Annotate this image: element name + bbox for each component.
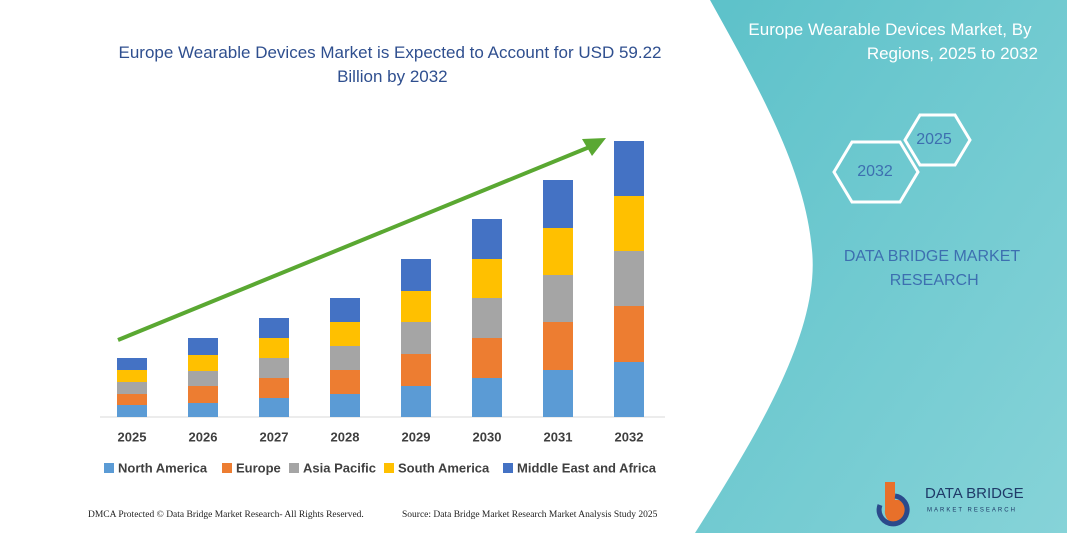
logo-mark: [884, 482, 909, 524]
logo-tagline: MARKET RESEARCH: [927, 508, 1017, 514]
bar-segment: [117, 382, 147, 394]
bar-segment: [117, 370, 147, 382]
legend-swatch: [384, 463, 394, 473]
legend-label: Asia Pacific: [303, 460, 376, 475]
bar-segment: [472, 378, 502, 417]
logo-name: DATA BRIDGE: [925, 485, 1024, 502]
hex-label: 2025: [916, 131, 952, 148]
bar-segment: [614, 141, 644, 196]
panel-title-line: Regions, 2025 to 2032: [862, 44, 1038, 63]
legend-label: Europe: [236, 460, 281, 475]
bar-segment: [543, 228, 573, 275]
footer-right: Source: Data Bridge Market Research Mark…: [402, 510, 658, 520]
bar-segment: [472, 219, 502, 259]
bar-segment: [259, 398, 289, 417]
bar-segment: [330, 322, 360, 346]
panel-title: Europe Wearable Devices Market, By Regio…: [748, 20, 1037, 63]
legend-label: Middle East and Africa: [517, 460, 657, 475]
bar-segment: [401, 322, 431, 354]
bar-segment: [401, 386, 431, 417]
title-line: Europe Wearable Devices Market is Expect…: [118, 43, 661, 62]
panel-title-line: Europe Wearable Devices Market, By: [748, 20, 1032, 39]
x-tick-label: 2026: [189, 429, 218, 444]
title-line: Billion by 2032: [332, 67, 447, 86]
bar-segment: [472, 259, 502, 298]
bar-segment: [401, 259, 431, 291]
x-tick-label: 2032: [615, 429, 644, 444]
bar-segment: [543, 180, 573, 228]
bar-segment: [117, 394, 147, 405]
bar-segment: [614, 306, 644, 362]
bar-segment: [543, 370, 573, 417]
bar-segment: [401, 291, 431, 322]
hexagon: [903, 113, 972, 167]
bar-segment: [330, 346, 360, 370]
bar-segment: [330, 298, 360, 322]
bar-segment: [259, 378, 289, 398]
bar-segment: [259, 318, 289, 338]
bar-segment: [188, 386, 218, 403]
bar-segment: [330, 394, 360, 417]
x-tick-label: 2029: [402, 429, 431, 444]
bar-segment: [117, 358, 147, 370]
hex-label: 2032: [857, 163, 893, 180]
x-tick-label: 2025: [118, 429, 147, 444]
hexagon: [832, 140, 920, 204]
bars: [117, 141, 644, 417]
bar-segment: [188, 403, 218, 417]
logo: DATA BRIDGE MARKET RESEARCH: [876, 482, 1024, 527]
bar-segment: [259, 358, 289, 378]
legend-swatch: [222, 463, 232, 473]
bar-segment: [330, 370, 360, 394]
side-panel: [695, 0, 1067, 533]
chart-title: Europe Wearable Devices Market is Expect…: [118, 43, 661, 86]
bar-segment: [472, 338, 502, 378]
bar-segment: [614, 196, 644, 251]
x-tick-label: 2031: [544, 429, 573, 444]
bar-segment: [188, 371, 218, 386]
bar-segment: [543, 275, 573, 322]
bar-segment: [472, 298, 502, 338]
legend-swatch: [503, 463, 513, 473]
legend-label: North America: [118, 460, 208, 475]
bar-segment: [543, 322, 573, 370]
brand-line: DATA BRIDGE MARKET: [844, 248, 1021, 265]
brand-text: DATA BRIDGE MARKET RESEARCH: [844, 248, 1021, 289]
bar-segment: [188, 338, 218, 355]
bar-segment: [401, 354, 431, 386]
bar-segment: [614, 251, 644, 306]
footer-left: DMCA Protected © Data Bridge Market Rese…: [88, 509, 364, 520]
arrowhead: [582, 138, 606, 156]
x-tick-label: 2028: [331, 429, 360, 444]
bar-segment: [117, 405, 147, 417]
trend-arrow: [117, 144, 593, 342]
legend-swatch: [289, 463, 299, 473]
legend-label: South America: [398, 460, 490, 475]
legend-swatch: [104, 463, 114, 473]
brand-line: RESEARCH: [885, 272, 978, 289]
bar-segment: [614, 362, 644, 417]
logo-mark: [876, 493, 910, 527]
bar-segment: [259, 338, 289, 358]
bar-segment: [188, 355, 218, 371]
x-tick-label: 2027: [260, 429, 289, 444]
x-tick-label: 2030: [473, 429, 502, 444]
